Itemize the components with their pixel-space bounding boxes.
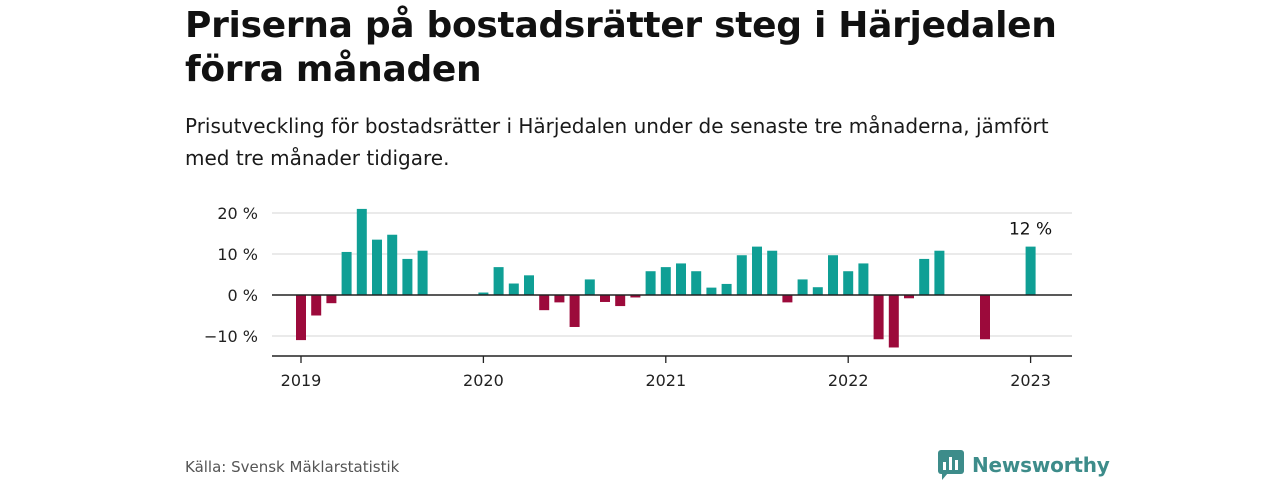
bar xyxy=(645,271,656,295)
bar xyxy=(493,267,504,295)
chart-title: Priserna på bostadsrätter steg i Härjeda… xyxy=(185,5,1057,90)
bar xyxy=(858,263,869,295)
bar xyxy=(797,279,808,295)
bar xyxy=(615,295,626,307)
bar xyxy=(569,295,580,327)
bar-chart: −10 % 0 % 10 % 20 % 2019 2020 2021 2022 2023 12 % xyxy=(204,204,1072,390)
bar xyxy=(554,295,565,303)
bar xyxy=(356,208,367,295)
bar xyxy=(584,279,595,295)
bar xyxy=(311,295,322,316)
bar xyxy=(372,239,382,295)
bar xyxy=(417,250,428,295)
y-tick-label: 0 % xyxy=(228,286,258,305)
newsworthy-logo-icon xyxy=(938,450,964,480)
bar xyxy=(767,250,778,295)
bar xyxy=(676,263,686,295)
bar xyxy=(919,258,930,295)
bar xyxy=(736,255,747,295)
x-tick-label: 2020 xyxy=(463,371,504,390)
bar xyxy=(934,250,945,295)
bar xyxy=(600,295,610,302)
y-tick-label: −10 % xyxy=(204,327,258,346)
bar xyxy=(478,292,489,295)
bar xyxy=(721,283,732,295)
bar xyxy=(326,295,337,304)
bar xyxy=(630,295,641,298)
bar xyxy=(296,295,306,341)
tick-labels: −10 % 0 % 10 % 20 % 2019 2020 2021 2022 2023 12 % xyxy=(204,204,1052,390)
bar xyxy=(1025,246,1036,295)
bar xyxy=(904,295,914,299)
brand-logo[interactable]: Newsworthy xyxy=(938,450,1110,480)
bar xyxy=(387,234,398,295)
bar xyxy=(524,275,534,295)
bar xyxy=(691,271,702,295)
bars xyxy=(296,208,1036,348)
x-tick-label: 2023 xyxy=(1010,371,1051,390)
bar xyxy=(980,295,990,340)
bar xyxy=(706,287,717,295)
bar xyxy=(508,283,519,295)
bar xyxy=(828,255,838,295)
bar xyxy=(843,271,854,295)
bar xyxy=(812,287,823,295)
x-tick-label: 2022 xyxy=(828,371,869,390)
value-annotation: 12 % xyxy=(1009,220,1052,240)
bar xyxy=(782,295,793,303)
x-tick-label: 2019 xyxy=(281,371,322,390)
bar xyxy=(402,258,413,295)
axes xyxy=(272,294,1072,363)
bar xyxy=(539,295,550,311)
bar xyxy=(660,267,671,295)
bar xyxy=(341,251,352,295)
brand-name: Newsworthy xyxy=(972,453,1110,477)
bar xyxy=(888,295,899,348)
x-tick-label: 2021 xyxy=(645,371,686,390)
y-tick-label: 10 % xyxy=(217,245,258,264)
bar xyxy=(873,295,884,340)
bar xyxy=(752,246,762,295)
source-note: Källa: Svensk Mäklarstatistik xyxy=(185,458,400,476)
chart-subtitle: Prisutveckling för bostadsrätter i Härje… xyxy=(185,114,1049,170)
y-tick-label: 20 % xyxy=(217,204,258,223)
